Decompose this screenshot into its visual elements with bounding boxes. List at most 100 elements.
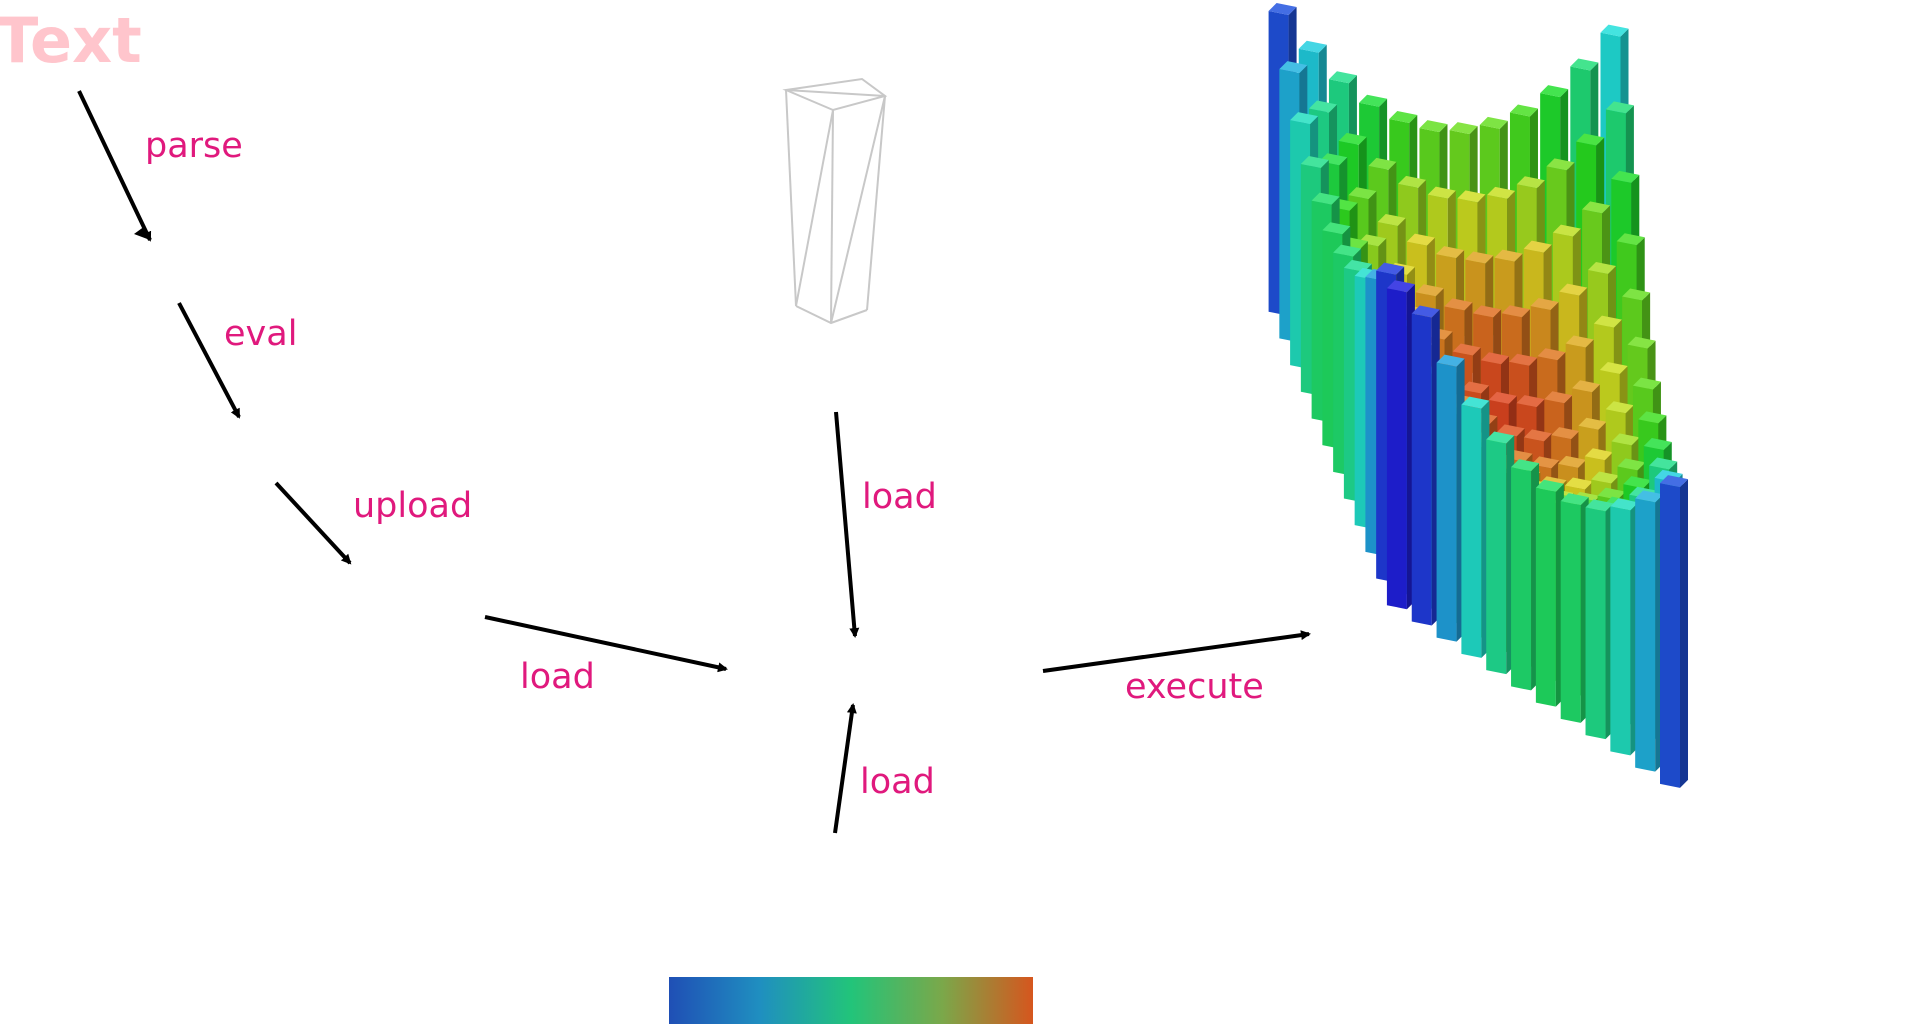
- bar-top: [1480, 352, 1509, 365]
- arrow-upload: [274, 481, 352, 565]
- bar-top: [1623, 476, 1652, 489]
- bar-top: [1635, 490, 1664, 503]
- bar-top: [1298, 40, 1327, 53]
- bar-top: [1268, 3, 1297, 16]
- bar-top: [1632, 377, 1661, 390]
- bar-top: [1593, 315, 1622, 328]
- bar-top: [1511, 459, 1540, 472]
- bar-top: [1436, 246, 1465, 259]
- bar-top: [1591, 471, 1620, 484]
- bar-top: [1558, 455, 1587, 468]
- bar-top: [1465, 251, 1494, 264]
- bar-top: [1368, 157, 1397, 170]
- bar-top: [1552, 224, 1581, 237]
- bar-front: [1486, 439, 1507, 675]
- bar-top: [1523, 240, 1552, 253]
- bar-top: [1610, 498, 1639, 511]
- bar-top: [1415, 284, 1444, 297]
- bar-top: [1436, 354, 1465, 367]
- bar-top: [1494, 249, 1523, 262]
- bar-top: [1461, 381, 1490, 394]
- label-load-bottom: load: [860, 762, 935, 802]
- bar-top: [1582, 201, 1611, 214]
- bar-top: [1576, 133, 1605, 146]
- bar-top: [1584, 448, 1613, 461]
- bar-top: [1605, 101, 1634, 114]
- bar-top: [1649, 457, 1678, 470]
- bar-top: [1419, 120, 1448, 133]
- bar-top: [1328, 71, 1357, 84]
- bar-top: [1452, 343, 1481, 356]
- bar-top: [1457, 190, 1486, 203]
- label-execute: execute: [1125, 667, 1264, 707]
- bar-top: [1290, 112, 1319, 125]
- bar-front: [1635, 498, 1656, 772]
- bar-front: [1461, 404, 1482, 658]
- bar-top: [1599, 361, 1628, 374]
- bar-front: [1436, 362, 1457, 642]
- bar-top: [1516, 395, 1545, 408]
- arrow-parse: [77, 90, 152, 242]
- bar-top: [1411, 305, 1440, 318]
- bar-top: [1523, 429, 1552, 442]
- wireframe-box-icon: [782, 77, 888, 325]
- bar-top: [1585, 499, 1614, 512]
- bar-top: [1616, 233, 1645, 246]
- bar-top: [1406, 233, 1435, 246]
- arrow-execute: [1042, 630, 1311, 673]
- bar-top: [1570, 58, 1599, 71]
- bar-top: [1611, 433, 1640, 446]
- bar-top: [1488, 391, 1517, 404]
- arrow-eval: [177, 302, 241, 419]
- bar-top: [1348, 187, 1377, 200]
- bar-top: [1386, 280, 1415, 293]
- bar-front: [1386, 288, 1407, 610]
- title-text: Text: [0, 4, 142, 77]
- bar-top: [1643, 438, 1672, 451]
- bar-top: [1546, 158, 1575, 171]
- label-load-top: load: [862, 477, 937, 517]
- bar-top: [1322, 222, 1351, 235]
- arrow-load-left: [484, 615, 728, 673]
- bar-top: [1300, 155, 1329, 168]
- label-eval: eval: [224, 314, 297, 354]
- bar-front: [1511, 467, 1532, 691]
- bar-top: [1530, 298, 1559, 311]
- label-load-left: load: [520, 657, 595, 697]
- bar-top: [1377, 213, 1406, 226]
- bar-top: [1449, 122, 1478, 135]
- bar-top: [1398, 175, 1427, 188]
- 3d-bar-chart-icon: [1268, 3, 1689, 788]
- bar-top: [1564, 477, 1593, 490]
- bar-top: [1509, 104, 1538, 117]
- bar-top: [1427, 186, 1456, 199]
- bar-top: [1560, 493, 1589, 506]
- arrow-load-bottom: [833, 703, 857, 834]
- bar-top: [1540, 85, 1569, 98]
- bar-top: [1333, 244, 1362, 257]
- bar-top: [1279, 61, 1308, 74]
- bar-top: [1473, 305, 1502, 318]
- bar-top: [1389, 110, 1418, 123]
- bar-top: [1544, 391, 1573, 404]
- bar-top: [1444, 298, 1473, 311]
- bar-top: [1509, 353, 1538, 366]
- bar-top: [1559, 283, 1588, 296]
- bar-top: [1486, 431, 1515, 444]
- bar-top: [1617, 458, 1646, 471]
- bar-top: [1597, 487, 1626, 500]
- bar-top: [1551, 427, 1580, 440]
- bar-top: [1660, 475, 1689, 488]
- bar-front: [1610, 506, 1631, 756]
- bar-top: [1600, 24, 1629, 37]
- bar-top: [1578, 417, 1607, 430]
- label-upload: upload: [353, 486, 472, 526]
- bar-top: [1338, 132, 1367, 145]
- bar-top: [1359, 94, 1388, 107]
- bar-top: [1535, 479, 1564, 492]
- bar-top: [1611, 170, 1640, 183]
- bar-top: [1501, 305, 1530, 318]
- bar-top: [1627, 336, 1656, 349]
- bar-top: [1516, 176, 1545, 189]
- bar-top: [1487, 186, 1516, 199]
